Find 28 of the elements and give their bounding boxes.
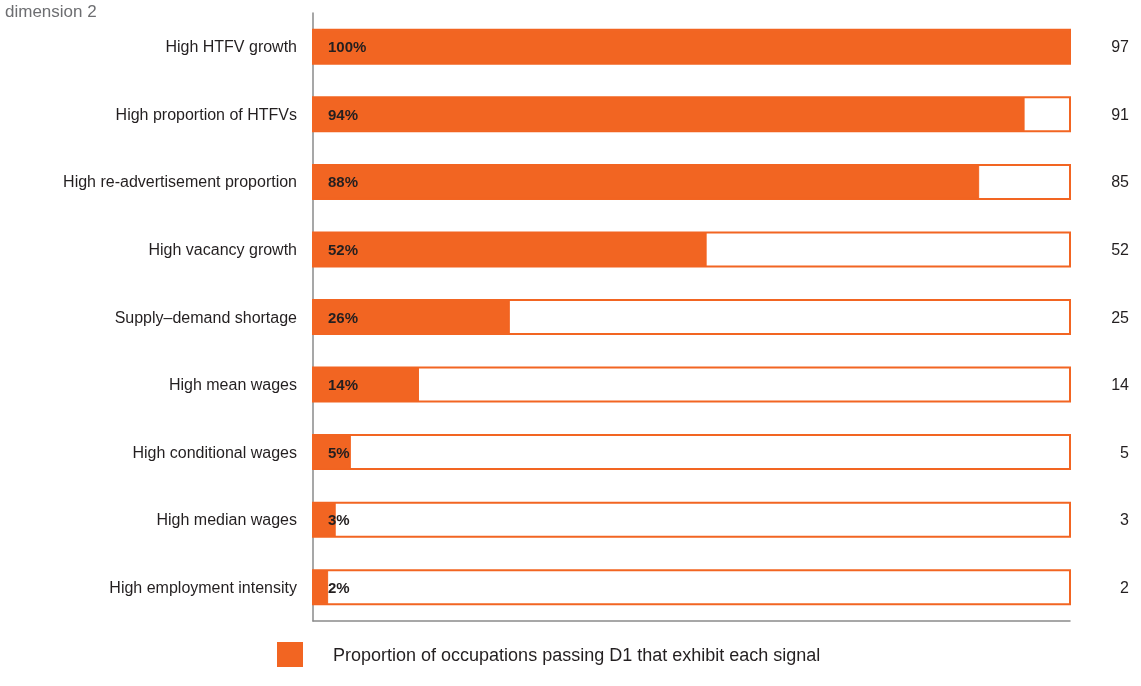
- data-label: 94%: [328, 105, 359, 123]
- y2-tick-label: 2: [1120, 578, 1130, 596]
- data-label: 52%: [328, 240, 359, 258]
- data-label: 5%: [328, 443, 350, 461]
- y-tick-label: Supply–demand shortage: [114, 308, 298, 326]
- y-tick-label: High median wages: [156, 511, 297, 529]
- y-tick-label: High HTFV growth: [165, 38, 297, 56]
- legend-label: Proportion of occupations passing D1 that exhibit each signal: [333, 644, 821, 665]
- y2-tick-label: 14: [1111, 376, 1130, 394]
- data-label: 26%: [328, 308, 359, 326]
- y-tick-label: High proportion of HTFVs: [115, 105, 297, 123]
- y2-tick-label: 3: [1120, 511, 1130, 529]
- y2-tick-label: 52: [1111, 240, 1130, 258]
- y2-tick-label: 91: [1111, 105, 1130, 123]
- y-tick-label: High re-advertisement proportion: [63, 173, 297, 191]
- text: dimension 2: [5, 2, 97, 21]
- data-label: 2%: [328, 578, 350, 596]
- y2-tick-label: 97: [1111, 38, 1130, 56]
- data-label: 14%: [328, 376, 359, 394]
- y-tick-label: High vacancy growth: [148, 240, 297, 258]
- data-label: 88%: [328, 173, 359, 191]
- y2-tick-label: 25: [1111, 308, 1130, 326]
- y2-tick-label: 85: [1111, 173, 1130, 191]
- y-tick-label: High employment intensity: [109, 578, 297, 596]
- y-tick-label: High conditional wages: [132, 443, 297, 461]
- data-label: 100%: [328, 38, 367, 56]
- y-tick-label: High mean wages: [168, 376, 297, 394]
- y2-tick-label: 5: [1120, 443, 1130, 461]
